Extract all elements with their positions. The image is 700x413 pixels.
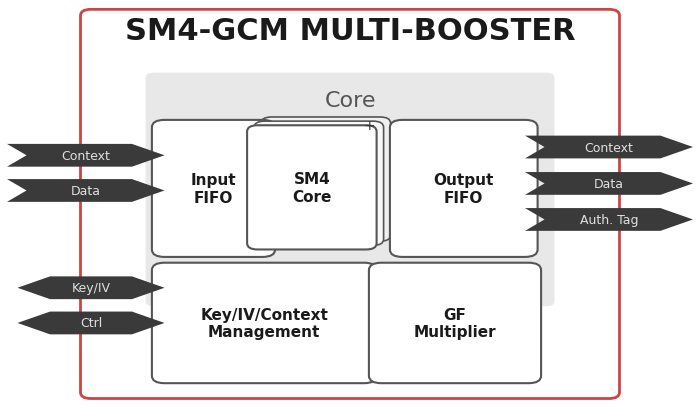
FancyBboxPatch shape: [261, 118, 391, 242]
Text: Data: Data: [71, 185, 101, 197]
Text: Context: Context: [62, 150, 110, 162]
Text: GF
Multiplier: GF Multiplier: [414, 307, 496, 339]
FancyBboxPatch shape: [146, 74, 554, 306]
FancyBboxPatch shape: [390, 121, 538, 257]
Text: +: +: [363, 119, 374, 133]
Polygon shape: [525, 136, 693, 159]
Text: SM4-GCM MULTI-BOOSTER: SM4-GCM MULTI-BOOSTER: [125, 17, 575, 45]
Polygon shape: [18, 277, 164, 299]
FancyBboxPatch shape: [152, 121, 275, 257]
Polygon shape: [7, 145, 164, 167]
Text: Core: Core: [324, 91, 376, 111]
Text: Auth. Tag: Auth. Tag: [580, 214, 638, 226]
Polygon shape: [525, 209, 693, 231]
Text: Ctrl: Ctrl: [80, 317, 102, 330]
Text: Data: Data: [594, 178, 624, 190]
Text: Output
FIFO: Output FIFO: [433, 173, 494, 205]
FancyBboxPatch shape: [254, 122, 384, 246]
Polygon shape: [525, 173, 693, 195]
Polygon shape: [7, 180, 164, 202]
FancyBboxPatch shape: [80, 10, 620, 399]
Text: Key/IV: Key/IV: [71, 282, 111, 294]
Polygon shape: [18, 312, 164, 335]
Text: SM4
Core: SM4 Core: [293, 172, 332, 204]
Text: Key/IV/Context
Management: Key/IV/Context Management: [200, 307, 328, 339]
Text: Context: Context: [584, 141, 634, 154]
FancyBboxPatch shape: [152, 263, 377, 383]
Text: Input
FIFO: Input FIFO: [190, 173, 237, 205]
FancyBboxPatch shape: [247, 126, 377, 250]
FancyBboxPatch shape: [369, 263, 541, 383]
